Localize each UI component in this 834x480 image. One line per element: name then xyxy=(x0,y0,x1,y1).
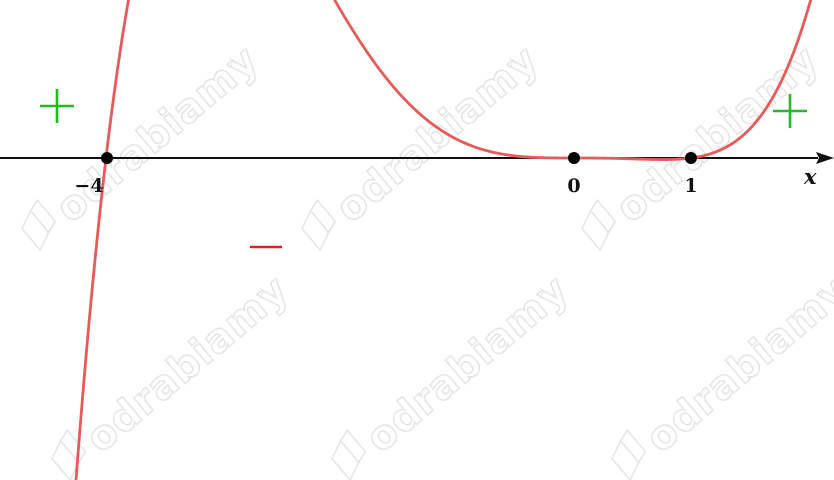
watermark-book-icon xyxy=(21,198,57,252)
root-label-0: 0 xyxy=(567,175,580,197)
root-point-1 xyxy=(685,152,697,164)
watermark-book-icon xyxy=(301,198,337,252)
watermark-book-icon xyxy=(331,428,367,480)
plus-sign-left xyxy=(40,89,74,123)
root-label-minus-4: −4 xyxy=(74,175,103,197)
root-point-0 xyxy=(568,152,580,164)
root-point-minus-4 xyxy=(101,152,113,164)
root-label-1: 1 xyxy=(684,175,697,197)
watermark-book-icon xyxy=(581,198,617,252)
x-axis-label: x xyxy=(803,164,817,189)
x-axis-arrowhead xyxy=(816,152,834,164)
watermark-brand: odrabiamy xyxy=(638,267,834,462)
plus-sign-right xyxy=(773,94,807,128)
function-curve xyxy=(74,0,813,480)
watermark-book-icon xyxy=(611,428,647,480)
